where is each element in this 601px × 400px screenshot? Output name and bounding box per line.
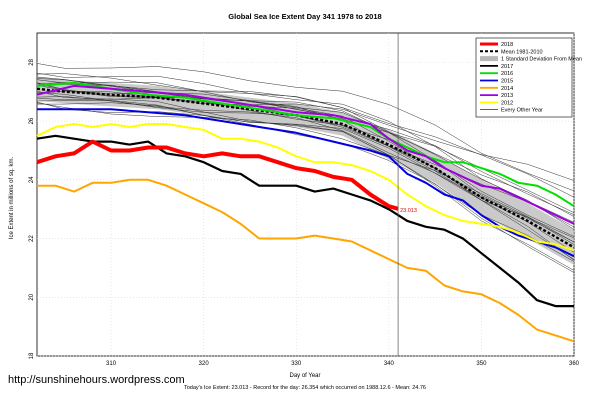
series-line-2014 [37,178,575,343]
chart-title: Global Sea Ice Extent Day 341 1978 to 20… [228,12,381,21]
legend-label: 2012 [501,100,513,106]
series-line-other-year [36,72,575,223]
chart-caption: Today's Ice Extent: 23.013 - Record for … [184,385,426,391]
series-line-other-year [36,90,575,181]
legend-label: 2015 [501,79,513,85]
series-line-other-year [36,76,575,198]
series-line-2018 [36,139,399,211]
x-axis-label: Day of Year [289,373,320,379]
legend-label: 2017 [501,64,513,70]
x-tick-label: 310 [106,361,117,367]
y-axis-label: Ice Extent in millions of sq. km. [9,156,15,239]
value-annotation: 23.013 [400,208,417,214]
series-line-other-year [36,78,575,261]
y-tick-label: 18 [29,352,35,359]
y-tick-label: 20 [29,293,35,300]
x-tick-label: 330 [291,361,302,367]
series-line-other-year [36,73,575,230]
watermark-url: http://sunshinehours.wordpress.com [8,374,185,386]
series-line-other-year [36,102,575,243]
x-tick-label: 320 [199,361,210,367]
legend-label: 2016 [501,71,513,77]
y-tick-label: 22 [29,235,35,242]
std-deviation-band [37,77,574,265]
series-line-2012 [36,123,575,252]
y-tick-label: 28 [29,58,35,65]
legend-label: Every Other Year [501,108,543,114]
series-line-other-year [36,97,575,271]
series-line-2013 [36,84,575,225]
legend-label: 2014 [501,86,513,92]
x-tick-label: 360 [569,361,580,367]
series-line-other-year [37,102,575,239]
series-line-other-year [36,79,575,243]
series-line-other-year [36,83,575,215]
legend-label: 2018 [501,42,513,48]
y-tick-label: 24 [29,176,35,183]
legend-label: 2013 [501,93,513,99]
x-tick-label: 350 [476,361,487,367]
series-line-other-year [36,84,575,245]
legend-label: 1 Standard Deviation From Mean [501,57,582,63]
x-tick-label: 340 [384,361,395,367]
series-line-2015 [37,108,575,258]
legend-label: Mean 1981-2010 [501,49,543,55]
series-line-other-year [36,90,575,237]
series-line-other-year [36,63,575,192]
series-line-other-year [36,101,575,273]
legend-swatch [480,56,498,62]
y-tick-label: 26 [29,117,35,124]
series-line-2017 [36,134,574,308]
